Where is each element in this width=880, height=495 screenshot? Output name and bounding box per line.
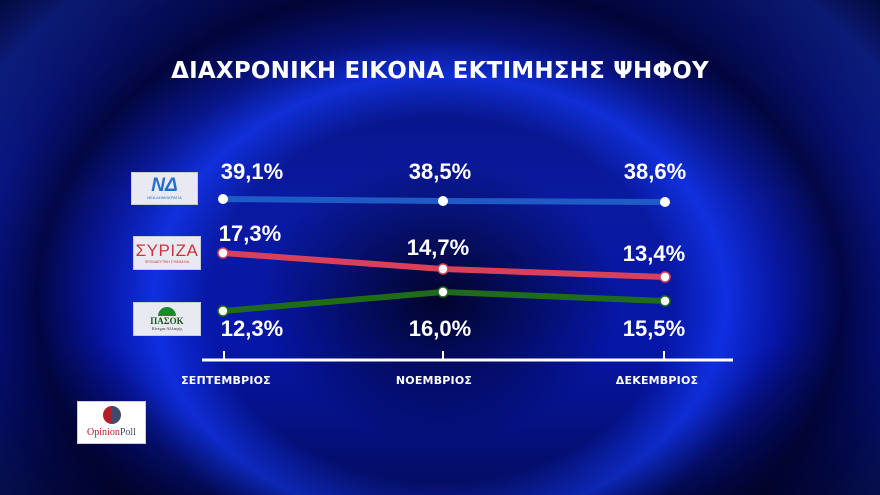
syriza-logo: ΣΥΡΙΖΑ ΠΡΟΟΔΕΥΤΙΚΗ ΣΥΜΜΑΧΙΑ	[133, 236, 201, 270]
nd-logo: ΝΔ ΝΕΑ ΔΗΜΟΚΡΑΤΙΑ	[131, 172, 198, 205]
opinionpoll-wordmark-part1: Opinion	[87, 427, 120, 438]
value-label-pasok-nov: 16,0%	[408, 316, 472, 341]
value-label-pasok-sep: 12,3%	[220, 316, 284, 341]
value-label-pasok-dec: 15,5%	[622, 316, 686, 341]
point-pasok-dec	[659, 295, 671, 307]
x-tick-label-dec: ΔΕΚΕΜΒΡΙΟΣ	[615, 374, 699, 387]
pasok-sun-icon	[158, 307, 176, 316]
value-label-nd-dec: 38,6%	[623, 159, 687, 184]
value-label-syriza-sep: 17,3%	[218, 221, 282, 246]
value-label-syriza-dec: 13,4%	[622, 241, 686, 266]
point-pasok-nov	[437, 286, 449, 298]
chart-title: ΔΙΑΧΡΟΝΙΚΗ ΕΙΚΟΝΑ ΕΚΤΙΜΗΣΗΣ ΨΗΦΟΥ	[171, 58, 709, 84]
syriza-logo-subtitle: ΠΡΟΟΔΕΥΤΙΚΗ ΣΥΜΜΑΧΙΑ	[144, 260, 190, 264]
point-syriza-nov	[437, 263, 449, 275]
x-tick-label-nov: ΝΟΕΜΒΡΙΟΣ	[395, 374, 473, 387]
data-points	[217, 194, 671, 317]
opinionpoll-wordmark: OpinionPoll	[87, 426, 136, 440]
pasok-logo: ΠΑΣΟΚ Κίνημα Αλλαγής	[133, 302, 201, 336]
pasok-logo-mark: ΠΑΣΟΚ	[150, 316, 184, 326]
nd-logo-mark: ΝΔ	[151, 175, 178, 196]
point-nd-dec	[660, 197, 670, 207]
point-nd-sep	[218, 194, 228, 204]
opinionpoll-logo: OpinionPoll	[77, 401, 146, 444]
pasok-logo-subtitle: Κίνημα Αλλαγής	[151, 326, 183, 331]
point-pasok-sep	[217, 305, 229, 317]
point-syriza-dec	[659, 271, 671, 283]
point-syriza-sep	[217, 247, 229, 259]
value-label-nd-nov: 38,5%	[408, 159, 472, 184]
pie-icon	[102, 406, 121, 424]
x-tick-label-sep: ΣΕΠΤΕΜΒΡΙΟΣ	[181, 374, 271, 387]
nd-logo-subtitle: ΝΕΑ ΔΗΜΟΚΡΑΤΙΑ	[147, 195, 182, 200]
opinionpoll-wordmark-part2: Poll	[119, 427, 136, 438]
value-label-nd-sep: 39,1%	[220, 159, 284, 184]
point-nd-nov	[438, 196, 448, 206]
value-label-syriza-nov: 14,7%	[406, 235, 470, 260]
syriza-logo-mark: ΣΥΡΙΖΑ	[135, 241, 199, 260]
